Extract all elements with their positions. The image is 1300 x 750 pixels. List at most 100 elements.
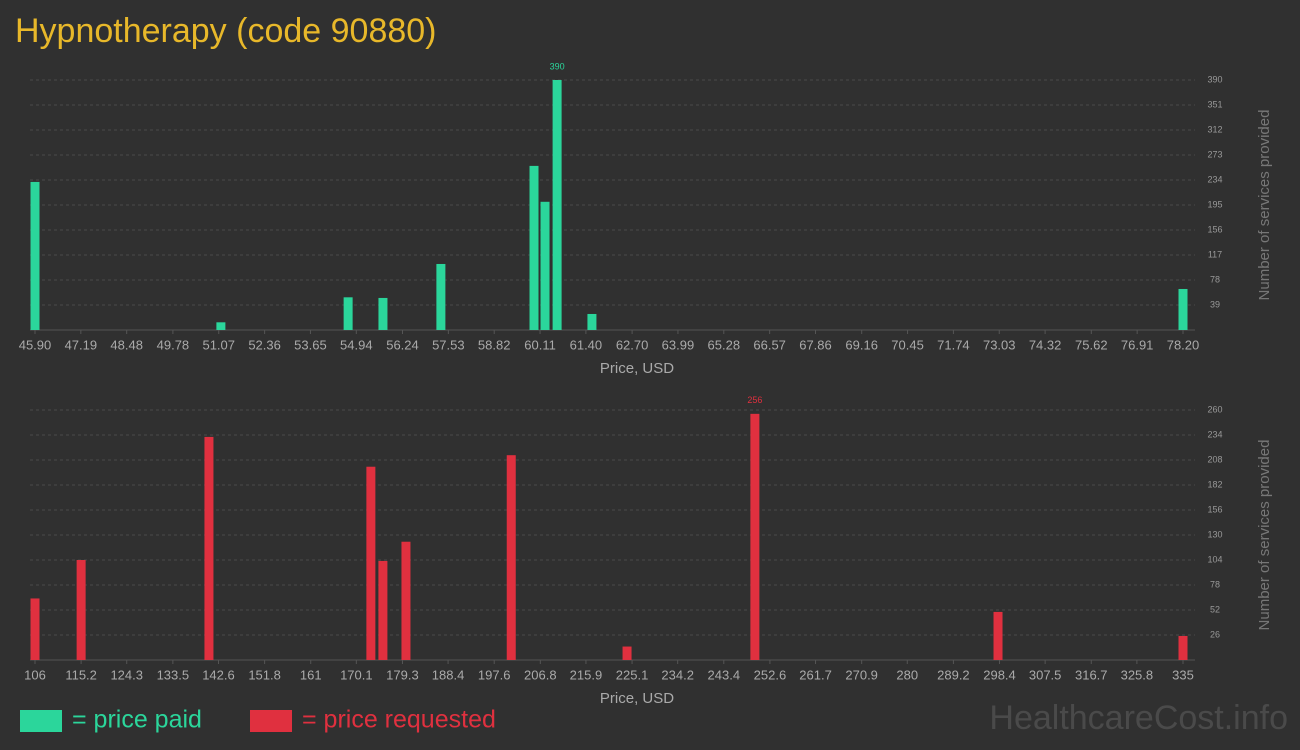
x-tick-label: 234.2 bbox=[661, 667, 694, 682]
bar bbox=[76, 560, 86, 660]
x-tick-label: 270.9 bbox=[845, 667, 878, 682]
x-tick-label: 179.3 bbox=[386, 667, 419, 682]
x-tick-label: 76.91 bbox=[1121, 337, 1154, 352]
bar bbox=[622, 646, 632, 660]
x-tick-label: 57.53 bbox=[432, 337, 465, 352]
bar bbox=[366, 466, 376, 660]
bar bbox=[436, 263, 446, 330]
x-tick-label: 261.7 bbox=[799, 667, 832, 682]
x-tick-label: 124.3 bbox=[110, 667, 143, 682]
x-tick-label: 215.9 bbox=[570, 667, 603, 682]
x-tick-label: 45.90 bbox=[19, 337, 52, 352]
y-axis-label: Number of services provided bbox=[1256, 110, 1273, 301]
x-tick-label: 335 bbox=[1172, 667, 1194, 682]
y-tick-label: 130 bbox=[1207, 529, 1222, 539]
x-tick-label: 52.36 bbox=[248, 337, 281, 352]
x-tick-label: 49.78 bbox=[157, 337, 190, 352]
x-tick-label: 170.1 bbox=[340, 667, 373, 682]
y-axis-label: Number of services provided bbox=[1256, 440, 1273, 631]
x-tick-label: 51.07 bbox=[202, 337, 235, 352]
x-tick-label: 316.7 bbox=[1075, 667, 1108, 682]
bar bbox=[204, 436, 214, 660]
x-tick-label: 252.6 bbox=[754, 667, 787, 682]
x-tick-label: 47.19 bbox=[65, 337, 98, 352]
x-tick-label: 70.45 bbox=[891, 337, 924, 352]
y-tick-label: 156 bbox=[1207, 504, 1222, 514]
chart-title: Hypnotherapy (code 90880) bbox=[15, 12, 437, 50]
x-tick-label: 307.5 bbox=[1029, 667, 1062, 682]
x-tick-label: 65.28 bbox=[708, 337, 741, 352]
x-tick-label: 289.2 bbox=[937, 667, 970, 682]
x-tick-label: 74.32 bbox=[1029, 337, 1062, 352]
legend-swatch bbox=[250, 710, 292, 732]
y-tick-label: 312 bbox=[1207, 124, 1222, 134]
y-tick-label: 39 bbox=[1210, 299, 1220, 309]
x-tick-label: 115.2 bbox=[65, 667, 97, 682]
y-tick-label: 234 bbox=[1207, 174, 1222, 184]
x-tick-label: 225.1 bbox=[616, 667, 649, 682]
x-tick-label: 73.03 bbox=[983, 337, 1016, 352]
x-tick-label: 54.94 bbox=[340, 337, 373, 352]
y-tick-label: 156 bbox=[1207, 224, 1222, 234]
x-tick-label: 66.57 bbox=[753, 337, 786, 352]
bar bbox=[378, 297, 388, 330]
x-tick-label: 280 bbox=[896, 667, 918, 682]
bar bbox=[552, 80, 562, 330]
y-tick-label: 78 bbox=[1210, 579, 1220, 589]
x-tick-label: 325.8 bbox=[1121, 667, 1154, 682]
x-tick-label: 61.40 bbox=[570, 337, 603, 352]
x-tick-label: 48.48 bbox=[110, 337, 143, 352]
legend-swatch bbox=[20, 710, 62, 732]
x-tick-label: 197.6 bbox=[478, 667, 511, 682]
x-tick-label: 243.4 bbox=[708, 667, 741, 682]
bar bbox=[750, 413, 760, 660]
value-label: 390 bbox=[550, 61, 565, 71]
x-tick-label: 142.6 bbox=[202, 667, 235, 682]
legend-label: = price paid bbox=[72, 706, 202, 734]
x-tick-label: 161 bbox=[300, 667, 322, 682]
bar bbox=[993, 611, 1003, 660]
watermark: HealthcareCost.info bbox=[989, 699, 1288, 737]
bar bbox=[540, 201, 550, 330]
bar bbox=[30, 181, 40, 330]
y-tick-label: 104 bbox=[1207, 554, 1222, 564]
x-tick-label: 133.5 bbox=[157, 667, 190, 682]
x-tick-label: 188.4 bbox=[432, 667, 465, 682]
bar bbox=[506, 455, 516, 660]
x-tick-label: 60.11 bbox=[524, 337, 556, 352]
x-tick-label: 56.24 bbox=[386, 337, 419, 352]
x-axis-label: Price, USD bbox=[600, 360, 674, 377]
y-tick-label: 260 bbox=[1207, 404, 1222, 414]
bar bbox=[1178, 635, 1188, 660]
bar bbox=[401, 541, 411, 660]
bar bbox=[1178, 288, 1188, 330]
x-tick-label: 106 bbox=[24, 667, 46, 682]
bar bbox=[343, 297, 353, 330]
y-tick-label: 234 bbox=[1207, 429, 1222, 439]
y-tick-label: 117 bbox=[1208, 249, 1222, 259]
bar bbox=[587, 313, 597, 330]
y-tick-label: 351 bbox=[1207, 99, 1222, 109]
x-tick-label: 53.65 bbox=[294, 337, 327, 352]
value-label: 256 bbox=[747, 395, 762, 405]
legend-label: = price requested bbox=[302, 706, 496, 734]
y-tick-label: 52 bbox=[1210, 604, 1220, 614]
y-tick-label: 78 bbox=[1210, 274, 1220, 284]
y-tick-label: 26 bbox=[1210, 629, 1220, 639]
y-tick-label: 273 bbox=[1207, 149, 1222, 159]
y-tick-label: 208 bbox=[1207, 454, 1222, 464]
bar bbox=[529, 165, 539, 330]
x-tick-label: 67.86 bbox=[799, 337, 832, 352]
x-tick-label: 75.62 bbox=[1075, 337, 1108, 352]
y-tick-label: 182 bbox=[1207, 479, 1222, 489]
bar bbox=[216, 322, 226, 330]
x-tick-label: 206.8 bbox=[524, 667, 557, 682]
x-tick-label: 151.8 bbox=[248, 667, 281, 682]
y-tick-label: 390 bbox=[1207, 74, 1222, 84]
y-tick-label: 195 bbox=[1207, 199, 1222, 209]
x-tick-label: 78.20 bbox=[1167, 337, 1200, 352]
x-axis-label: Price, USD bbox=[600, 690, 674, 707]
